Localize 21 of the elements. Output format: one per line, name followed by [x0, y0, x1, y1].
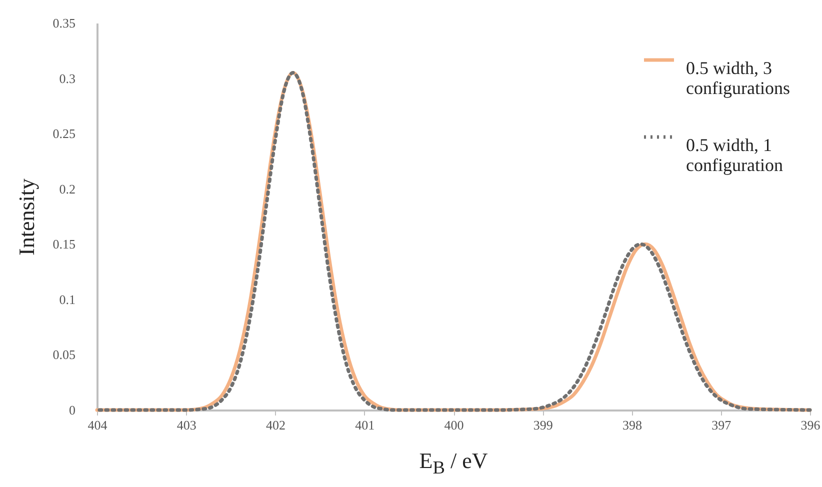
- x-tick-label: 399: [533, 418, 553, 432]
- y-tick-label: 0.2: [59, 181, 76, 196]
- y-tick-label: 0.35: [52, 16, 76, 30]
- x-axis-title: E$_{B}$ / eV: [418, 448, 489, 478]
- legend-label: 0.5 width, 1 configuration: [686, 135, 783, 175]
- legend-label: 0.5 width, 3 configurations: [686, 58, 790, 98]
- y-tick-label: 0.05: [52, 347, 76, 362]
- y-tick-label: 0.25: [52, 126, 76, 142]
- y-tick-label: 0.3: [59, 70, 76, 86]
- x-tick-label: 403: [176, 418, 196, 432]
- x-tick-label: 397: [712, 418, 732, 432]
- x-tick-label: 396: [800, 418, 821, 432]
- x-tick-label: 404: [88, 418, 108, 432]
- y-tick-label: 0.1: [59, 292, 76, 307]
- x-tick-label: 398: [622, 418, 642, 432]
- y-tick-label: 0.15: [52, 236, 76, 252]
- x-tick-label: 401: [355, 418, 375, 432]
- x-tick-label: 400: [444, 418, 464, 432]
- y-tick-label: 0: [69, 402, 76, 418]
- x-tick-label: 402: [266, 418, 286, 432]
- y-axis-title: Intensity: [14, 178, 39, 256]
